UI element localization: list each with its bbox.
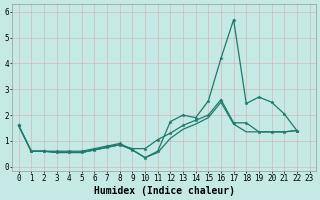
X-axis label: Humidex (Indice chaleur): Humidex (Indice chaleur): [93, 186, 235, 196]
